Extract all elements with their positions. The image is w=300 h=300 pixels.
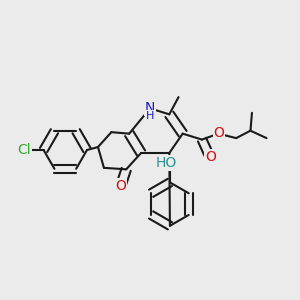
Text: O: O [205,149,216,164]
Text: O: O [214,126,224,140]
Text: N: N [145,101,155,115]
Text: O: O [115,179,126,193]
Text: H: H [146,111,154,121]
Text: HO: HO [156,156,177,170]
Text: Cl: Cl [17,143,31,157]
